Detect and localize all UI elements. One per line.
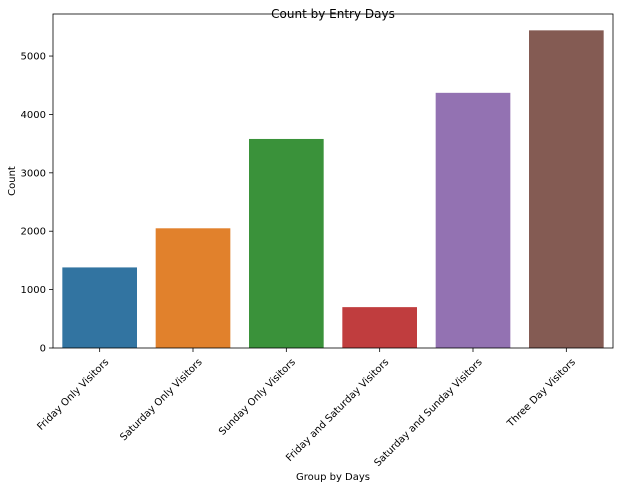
x-axis-label: Group by Days (296, 472, 370, 483)
bar-1 (62, 267, 137, 348)
x-axis: Friday Only Visitors Saturday Only Visito… (35, 348, 578, 469)
y-tick-label-3: 2000 (21, 227, 46, 238)
y-axis: 0 1000 2000 3000 4000 5000 (21, 52, 53, 355)
bar-2 (155, 228, 231, 348)
x-tick-label-6: Three Day Visitors (505, 357, 578, 430)
bars-group (62, 30, 604, 348)
y-tick-label-6: 5000 (21, 52, 46, 63)
bar-6 (529, 30, 604, 348)
x-tick-label-4: Friday and Saturday Visitors (284, 357, 391, 464)
y-axis-label: Count (7, 166, 18, 196)
bar-3 (249, 138, 324, 348)
bar-5 (435, 92, 511, 348)
y-tick-label-4: 3000 (21, 168, 46, 179)
y-tick-label-5: 4000 (21, 110, 46, 121)
x-tick-label-1: Friday Only Visitors (35, 357, 111, 433)
plot-frame (52, 13, 614, 349)
bar-4 (342, 307, 417, 348)
y-tick-label-1: 0 (40, 344, 46, 355)
y-tick-label-2: 1000 (21, 285, 46, 296)
x-tick-label-2: Saturday Only Visitors (118, 357, 204, 443)
x-tick-label-5: Saturday and Sunday Visitors (373, 357, 485, 469)
x-tick-label-3: Sunday Only Visitors (217, 357, 298, 438)
